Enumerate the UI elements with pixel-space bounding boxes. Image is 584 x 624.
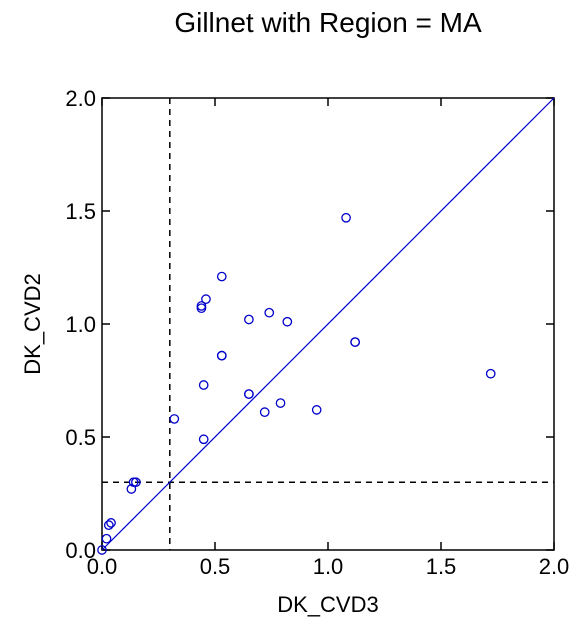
data-point (275, 398, 286, 408)
data-point (196, 303, 207, 314)
data-point (201, 294, 211, 304)
data-point (485, 368, 496, 379)
x-tick-label: 1.5 (426, 554, 457, 579)
data-point (264, 307, 275, 318)
data-point (103, 520, 114, 530)
data-point (259, 407, 270, 417)
data-point (216, 350, 227, 361)
data-point (169, 414, 180, 424)
x-tick-label: 1.0 (313, 554, 344, 579)
y-tick-label: 2.0 (65, 86, 96, 111)
data-point (126, 484, 137, 494)
y-axis-label: DK_CVD2 (20, 273, 45, 374)
data-point (97, 545, 107, 555)
y-tick-label: 1.5 (65, 199, 96, 224)
data-point (244, 389, 254, 399)
y-tick-label: 0.0 (65, 538, 96, 563)
y-tick-label: 1.0 (65, 312, 96, 337)
data-point (341, 212, 351, 223)
x-tick-label: 0.0 (87, 554, 118, 579)
x-tick-label: 2.0 (539, 554, 570, 579)
x-axis-label: DK_CVD3 (277, 592, 378, 617)
chart-title: Gillnet with Region = MA (174, 7, 482, 38)
data-point (216, 271, 227, 282)
y-tick-label: 0.5 (65, 425, 96, 450)
identity-line (101, 97, 555, 551)
x-tick-label: 0.5 (200, 554, 231, 579)
data-point (106, 518, 116, 528)
data-point (101, 533, 112, 544)
data-point (131, 477, 141, 488)
data-point (198, 380, 209, 390)
data-point (244, 314, 254, 325)
data-point (350, 337, 360, 347)
data-point (311, 405, 322, 415)
plot-area: 0.0 0.5 1.0 1.5 2.0 0.0 0.5 1.0 1.5 2.0 (65, 86, 569, 579)
data-point (282, 316, 293, 327)
data-point (198, 434, 209, 445)
